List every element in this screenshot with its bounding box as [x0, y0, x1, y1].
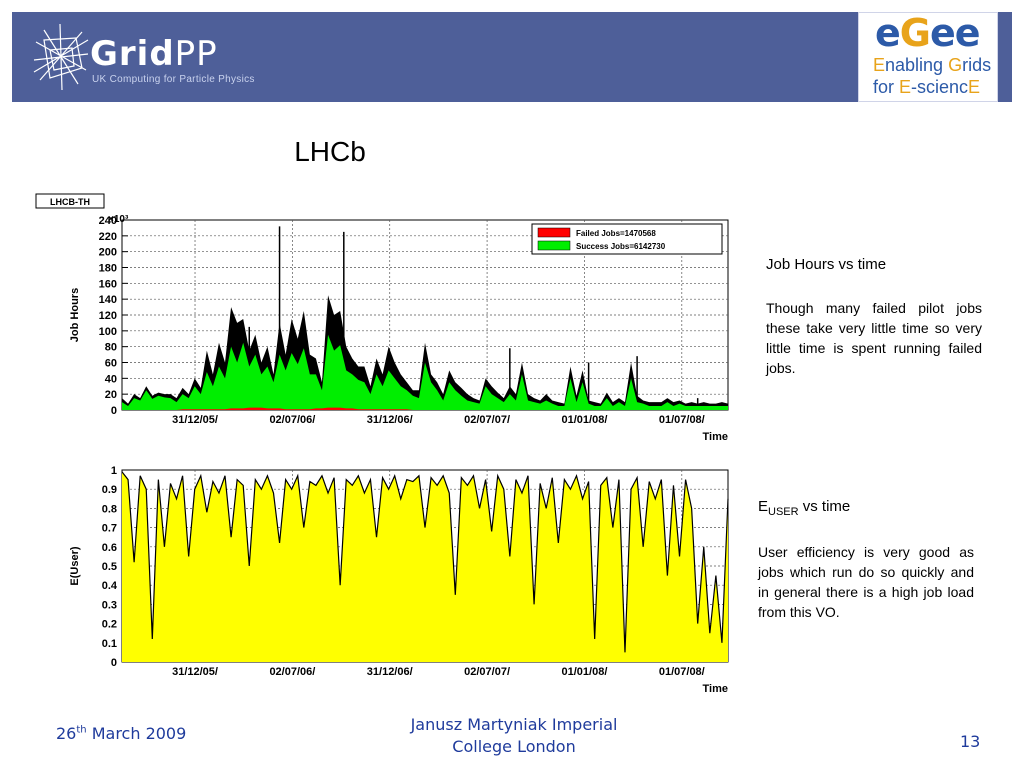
panel1-text: Though many failed pilot jobs these take… [766, 300, 982, 376]
legend-label: Success Jobs=6142730 [576, 242, 666, 251]
y-tick-label: 180 [99, 263, 117, 275]
x-tick-label: 02/07/07/ [464, 414, 510, 426]
y-tick-label: 80 [105, 342, 117, 354]
gridpp-logo-text: GridPP [90, 34, 218, 74]
x-tick-label: 02/07/06/ [269, 414, 315, 426]
x-tick-label: 31/12/06/ [367, 414, 413, 426]
y-tick-label: 200 [99, 247, 117, 259]
egee-tagline-2: for E-sciencE [873, 77, 981, 97]
y-tick-label: 120 [99, 310, 117, 322]
egee-logo-text: eGee [875, 11, 981, 55]
y-tick-label: 0.1 [102, 638, 117, 650]
x-tick-label: 01/07/08/ [659, 666, 705, 678]
y-tick-label: 60 [105, 358, 117, 370]
efficiency-area [122, 471, 728, 662]
chart-title-box [35, 193, 105, 209]
y-tick-label: 0.6 [102, 542, 117, 554]
chart-title: LHCB-TH [50, 197, 90, 207]
x-tick-label: 01/07/08/ [659, 414, 705, 426]
job-hours-chart: 0 20 40 60 80 100 120 140 160 180 200 220 240 31/12/0… [35, 193, 729, 440]
x-tick-label: 31/12/05/ [172, 666, 218, 678]
x-tick-label: 31/12/05/ [172, 414, 218, 426]
legend-swatch [537, 227, 571, 238]
y-tick-label: 0 [111, 405, 117, 417]
success-jobs-area [122, 334, 728, 410]
x-tick-label: 01/01/08/ [562, 414, 608, 426]
y-tick-label: 100 [99, 326, 117, 338]
y-tick-label: 0.8 [102, 503, 117, 515]
header-bar: GridPP UK Computing for Particle Physics… [12, 11, 1012, 102]
y-tick-label: 20 [105, 389, 117, 401]
gridpp-tagline: UK Computing for Particle Physics [92, 74, 255, 85]
footer-date: 26th March 2009 [56, 724, 187, 743]
y-tick-label: 0.4 [102, 580, 118, 592]
x-tick-label: 02/07/06/ [269, 666, 315, 678]
legend-label: Failed Jobs=1470568 [576, 229, 656, 238]
x-tick-label: 02/07/07/ [464, 666, 510, 678]
y-tick-label: 0.5 [102, 561, 117, 573]
y-tick-label: 0.3 [102, 599, 117, 611]
y-tick-label: 0.7 [102, 523, 117, 535]
failed-jobs-area [122, 407, 728, 410]
total-jobs-envelope [122, 295, 728, 410]
y-tick-label: 140 [99, 294, 117, 306]
y-axis-label: Job Hours [69, 288, 81, 342]
page-number: 13 [960, 732, 981, 751]
y-tick-label: 0 [111, 657, 117, 669]
y-tick-label: 1 [111, 465, 117, 477]
x-axis-label: Time [703, 683, 728, 692]
x-axis-label: Time [703, 431, 728, 440]
y-tick-label: 240 [99, 215, 117, 227]
y-multiplier: ×10³ [108, 214, 129, 225]
slide-title: LHCb [294, 136, 366, 167]
footer-author: Janusz Martyniak Imperial College London [410, 715, 618, 756]
efficiency-line [121, 471, 729, 653]
y-axis-label: E(User) [69, 546, 81, 585]
y-tick-label: 220 [99, 231, 117, 243]
x-tick-label: 01/01/08/ [562, 666, 608, 678]
legend-swatch [537, 240, 571, 251]
y-tick-label: 40 [105, 373, 117, 385]
egee-logo: eGee Enabling Grids for E-sciencE [858, 11, 998, 102]
panel2-heading: EUSER vs time [758, 498, 851, 518]
egee-tagline-1: Enabling Grids [873, 55, 992, 75]
panel2-text: User efficiency is very good as jobs whi… [758, 544, 974, 620]
user-efficiency-chart: 0 0.1 0.2 0.3 0.4 0.5 0.6 0.7 0.8 0.9 1 31/12/05/02… [69, 465, 729, 692]
x-tick-label: 31/12/06/ [367, 666, 413, 678]
y-tick-label: 0.2 [102, 619, 117, 631]
y-tick-label: 0.9 [102, 484, 117, 496]
y-tick-label: 160 [99, 278, 117, 290]
panel1-heading: Job Hours vs time [766, 256, 887, 273]
gridpp-network-icon [33, 23, 89, 91]
